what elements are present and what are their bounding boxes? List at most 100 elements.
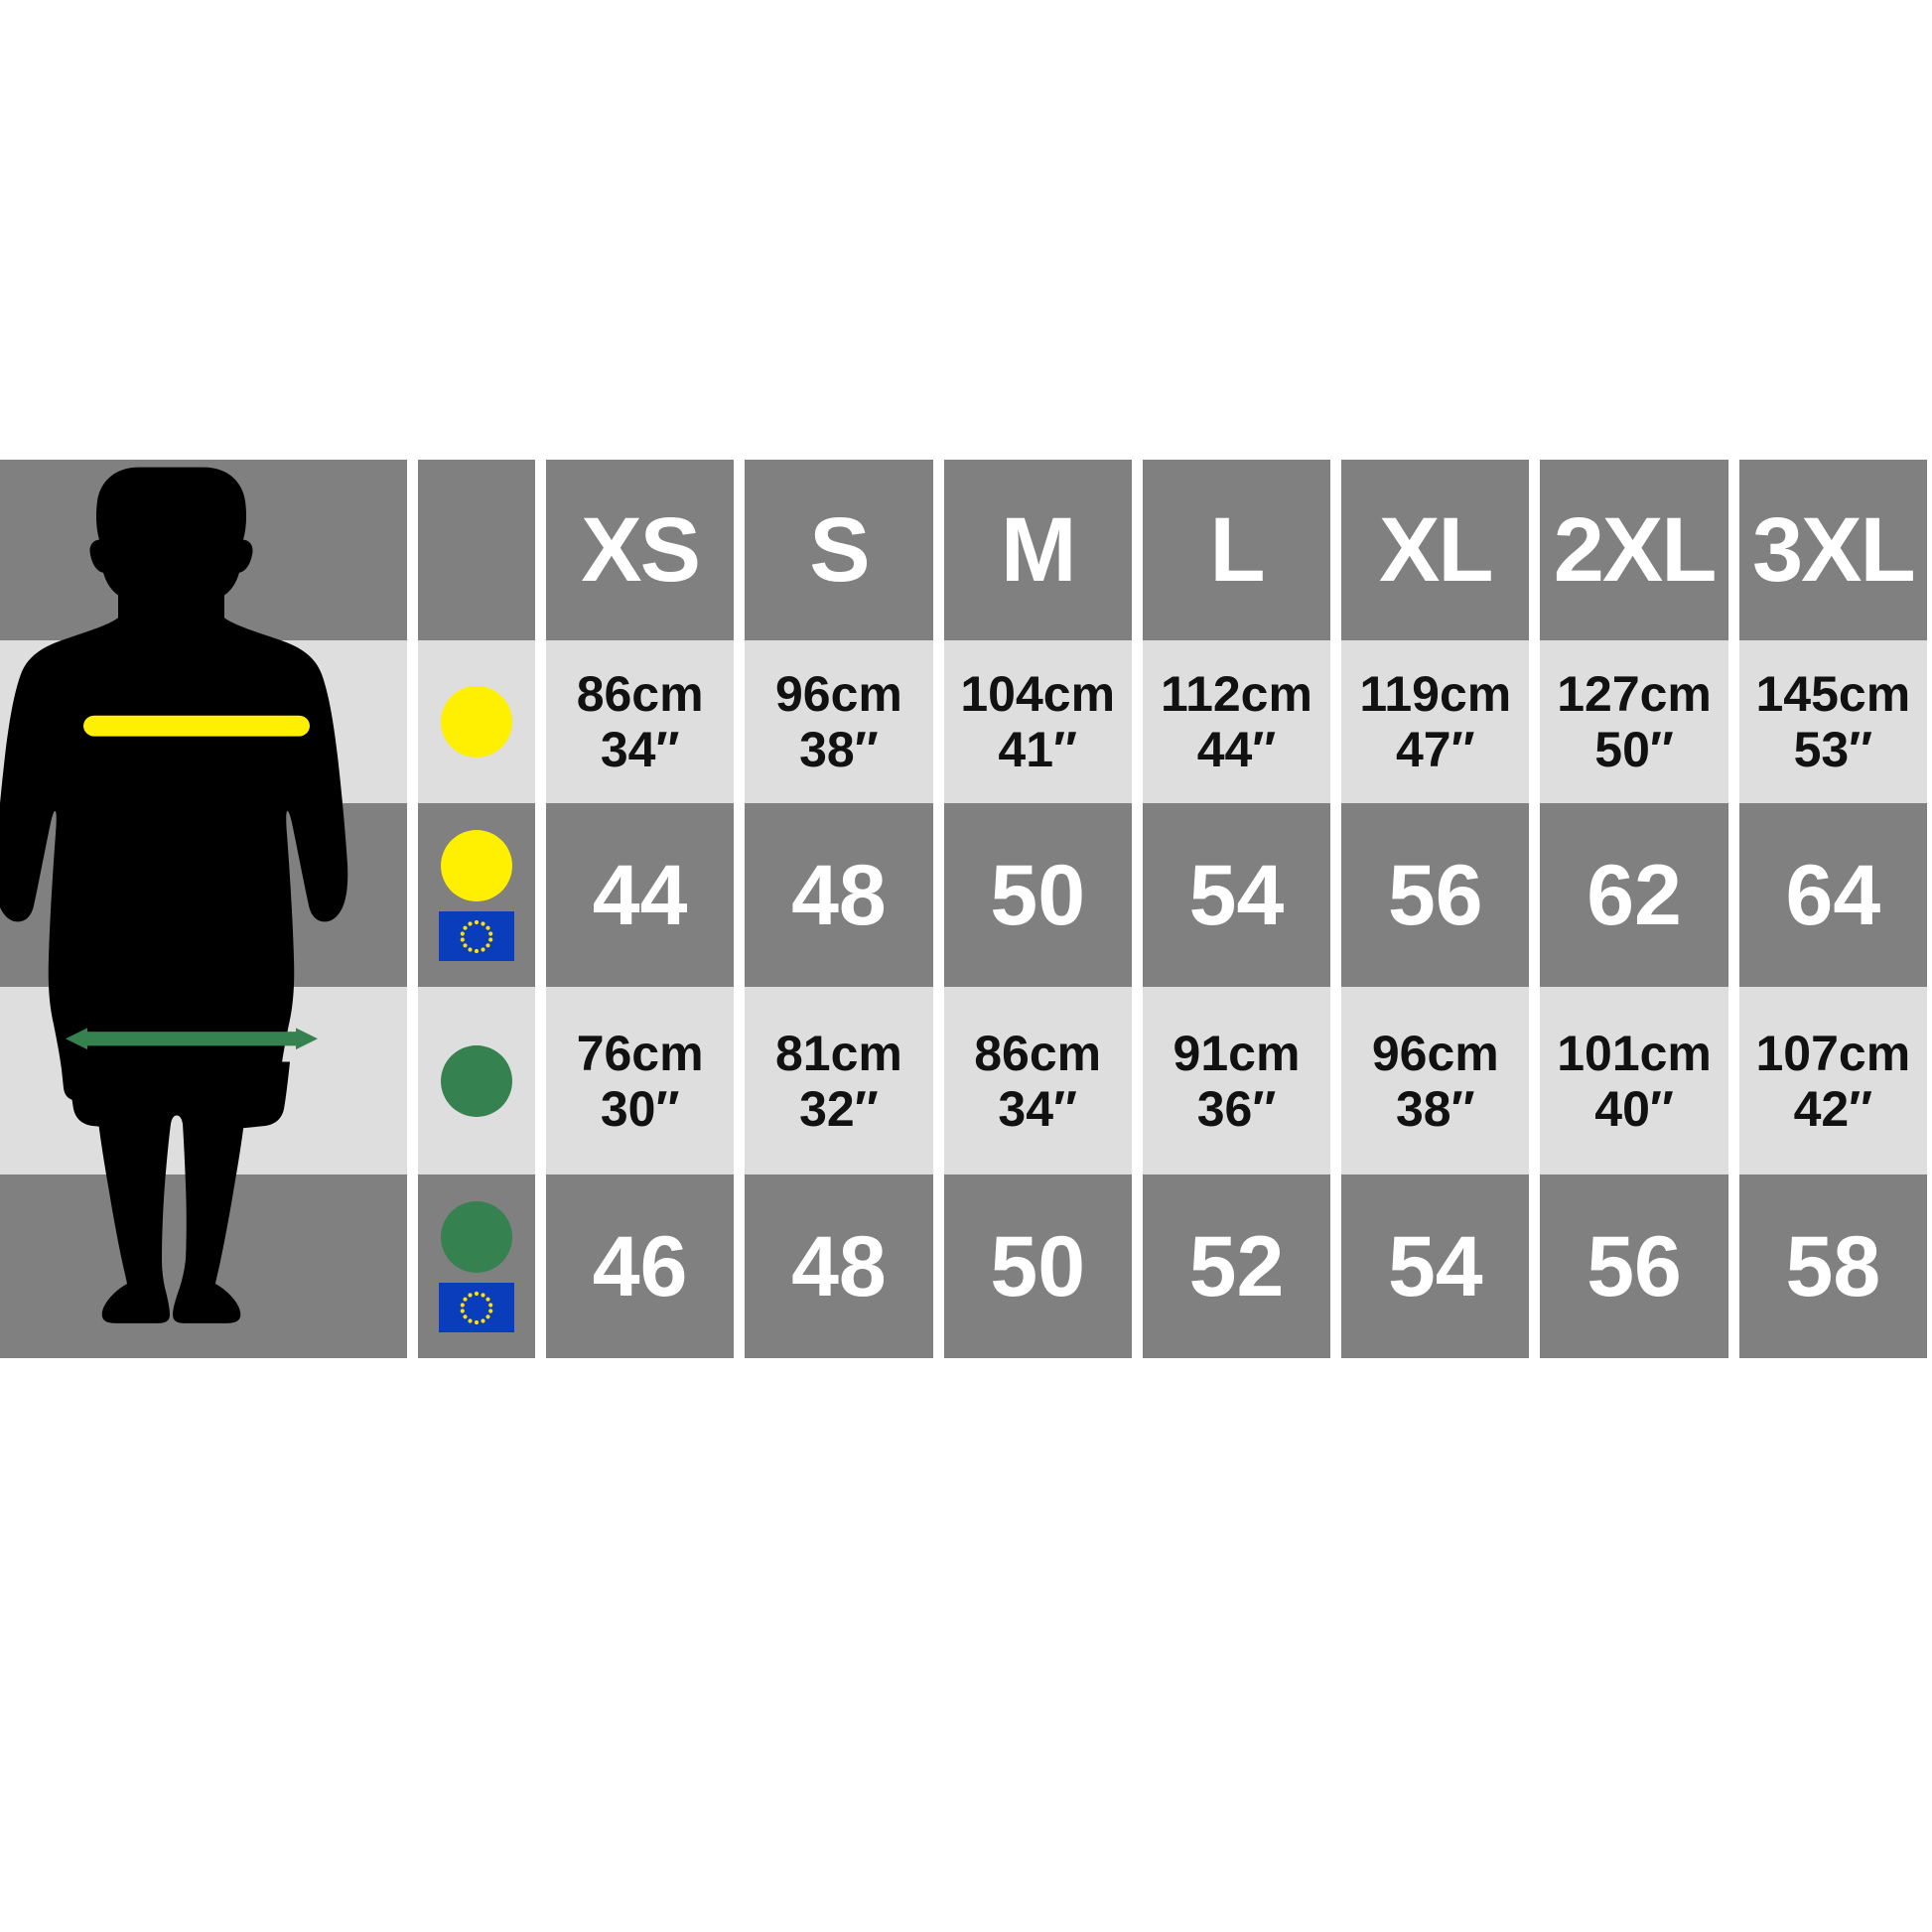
chest-eu-value-m: 50 — [990, 847, 1086, 943]
waist-in-l: 36″ — [1196, 1080, 1277, 1137]
size-label-2xl: 2XL — [1553, 499, 1718, 601]
chest-eu-value-s: 48 — [791, 847, 887, 943]
yellow-dot-icon — [441, 686, 512, 758]
waist-value-xs: 76cm 30″ — [577, 1026, 704, 1137]
waist-eu-cell-xs: 46 — [546, 1174, 735, 1358]
chest-eu-cell-3xl: 64 — [1738, 803, 1927, 987]
row-icon-chest-eu — [418, 803, 535, 987]
size-label-s: S — [809, 499, 870, 601]
chest-eu-value-3xl: 64 — [1785, 847, 1881, 943]
waist-cm-2xl: 101cm — [1557, 1025, 1712, 1081]
chest-cm-2xl: 127cm — [1557, 666, 1712, 722]
size-label-l: L — [1209, 499, 1265, 601]
chest-cell-xl: 119cm 47″ — [1341, 640, 1530, 803]
row-icon-chest — [418, 640, 535, 803]
chest-cell-l: 112cm 44″ — [1142, 640, 1331, 803]
chest-in-2xl: 50″ — [1594, 722, 1674, 777]
waist-eu-cell-2xl: 56 — [1540, 1174, 1728, 1358]
waist-cell-l: 91cm 36″ — [1142, 987, 1331, 1174]
waist-in-m: 34″ — [998, 1080, 1077, 1137]
waist-eu-value-s: 48 — [791, 1218, 887, 1314]
waist-cell-xl: 96cm 38″ — [1341, 987, 1530, 1174]
chest-cm-m: 104cm — [960, 666, 1116, 722]
chest-in-xl: 47″ — [1395, 722, 1475, 777]
chest-value-xl: 119cm 47″ — [1359, 666, 1511, 777]
chest-in-m: 41″ — [998, 722, 1077, 777]
size-label-m: M — [1000, 499, 1077, 601]
waist-eu-cell-m: 50 — [943, 1174, 1132, 1358]
chest-eu-cell-xs: 44 — [546, 803, 735, 987]
waist-value-xl: 96cm 38″ — [1372, 1026, 1499, 1137]
waist-cm-m: 86cm — [974, 1025, 1102, 1081]
chest-measure-band-icon — [83, 715, 310, 737]
header-icon-cell — [418, 460, 535, 640]
chest-eu-cell-xl: 56 — [1341, 803, 1530, 987]
waist-cm-s: 81cm — [774, 1025, 902, 1081]
size-label-xl: XL — [1379, 499, 1494, 601]
body-silhouette-panel — [0, 460, 407, 1358]
chest-eu-cell-m: 50 — [943, 803, 1132, 987]
chest-value-s: 96cm 38″ — [775, 666, 902, 777]
chest-eu-value-2xl: 62 — [1587, 847, 1682, 943]
eu-flag-icon — [439, 910, 514, 961]
chest-eu-cell-2xl: 62 — [1540, 803, 1728, 987]
waist-value-m: 86cm 34″ — [974, 1026, 1101, 1137]
chest-eu-value-l: 54 — [1188, 847, 1285, 943]
size-label-3xl: 3XL — [1751, 499, 1916, 601]
waist-eu-value-xl: 54 — [1387, 1218, 1483, 1314]
chest-cm-xs: 86cm — [576, 666, 704, 722]
waist-in-xl: 38″ — [1395, 1080, 1475, 1137]
waist-in-2xl: 40″ — [1594, 1080, 1674, 1137]
waist-cell-s: 81cm 32″ — [745, 987, 933, 1174]
waist-in-xs: 30″ — [600, 1080, 680, 1137]
chest-cell-2xl: 127cm 50″ — [1540, 640, 1728, 803]
waist-value-l: 91cm 36″ — [1173, 1026, 1301, 1137]
chest-in-xs: 34″ — [600, 722, 680, 777]
header-cell-l: L — [1142, 460, 1331, 640]
waist-eu-value-xs: 46 — [592, 1218, 688, 1314]
size-label-xs: XS — [581, 499, 701, 601]
chest-eu-cell-s: 48 — [745, 803, 933, 987]
waist-cell-3xl: 107cm 42″ — [1738, 987, 1927, 1174]
waist-cm-3xl: 107cm — [1755, 1025, 1911, 1081]
waist-in-s: 32″ — [799, 1080, 879, 1137]
eu-flag-icon — [439, 1282, 514, 1332]
waist-cm-xs: 76cm — [576, 1025, 704, 1081]
green-dot-icon — [441, 1200, 512, 1273]
waist-cell-2xl: 101cm 40″ — [1540, 987, 1728, 1174]
chest-cell-s: 96cm 38″ — [745, 640, 933, 803]
chest-in-3xl: 53″ — [1793, 722, 1873, 777]
header-cell-3xl: 3XL — [1738, 460, 1927, 640]
chest-value-2xl: 127cm 50″ — [1557, 666, 1712, 777]
waist-value-3xl: 107cm 42″ — [1756, 1026, 1911, 1137]
waist-cm-l: 91cm — [1173, 1025, 1301, 1081]
row-icon-waist-eu — [418, 1174, 535, 1358]
header-cell-xs: XS — [546, 460, 735, 640]
waist-eu-cell-l: 52 — [1142, 1174, 1331, 1358]
row-icon-waist — [418, 987, 535, 1174]
chest-cm-s: 96cm — [774, 666, 902, 722]
waist-eu-cell-s: 48 — [745, 1174, 933, 1358]
waist-value-2xl: 101cm 40″ — [1557, 1026, 1712, 1137]
chest-cell-m: 104cm 41″ — [943, 640, 1132, 803]
yellow-dot-icon — [441, 829, 512, 901]
header-cell-s: S — [745, 460, 933, 640]
waist-eu-value-3xl: 58 — [1785, 1218, 1881, 1314]
chest-cell-xs: 86cm 34″ — [546, 640, 735, 803]
green-dot-icon — [441, 1044, 512, 1117]
waist-eu-value-m: 50 — [990, 1218, 1086, 1314]
chest-cm-3xl: 145cm — [1755, 666, 1911, 722]
waist-eu-value-2xl: 56 — [1587, 1218, 1682, 1314]
waist-cell-m: 86cm 34″ — [943, 987, 1132, 1174]
waist-eu-cell-xl: 54 — [1341, 1174, 1530, 1358]
chest-in-l: 44″ — [1196, 722, 1277, 777]
waist-cm-xl: 96cm — [1371, 1025, 1499, 1081]
waist-eu-cell-3xl: 58 — [1738, 1174, 1927, 1358]
header-cell-m: M — [943, 460, 1132, 640]
waist-cell-xs: 76cm 30″ — [546, 987, 735, 1174]
chest-in-s: 38″ — [799, 722, 879, 777]
chest-cell-3xl: 145cm 53″ — [1738, 640, 1927, 803]
chest-cm-l: 112cm — [1161, 666, 1312, 722]
male-body-silhouette-icon — [0, 467, 348, 1323]
waist-value-s: 81cm 32″ — [775, 1026, 902, 1137]
